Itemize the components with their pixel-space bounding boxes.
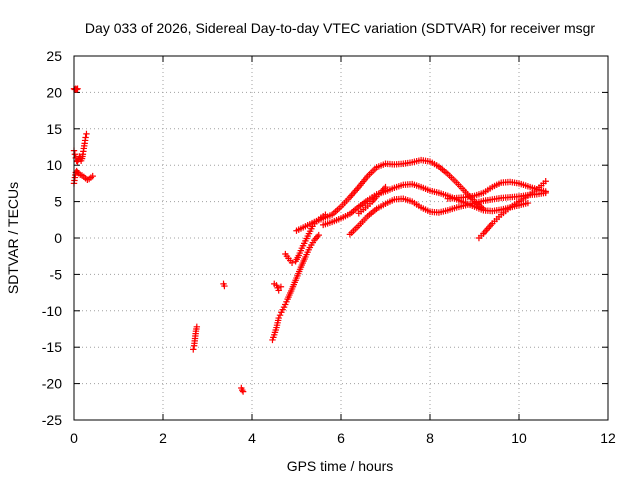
data-point	[239, 386, 246, 394]
grid	[74, 56, 608, 420]
data-point	[542, 178, 549, 185]
data-point	[542, 188, 549, 195]
y-tick-label: 10	[46, 157, 62, 173]
axes: 0 2 4 6 8 10 12 -25 -20 -15 -10 -5 0 5 10 15 20 25	[42, 48, 616, 446]
y-tick-label: 20	[46, 84, 62, 100]
data-point	[277, 283, 285, 290]
data-point	[190, 346, 197, 353]
x-tick-label: 10	[511, 430, 527, 446]
y-tick-label: 25	[46, 48, 62, 64]
x-tick-label: 12	[600, 430, 616, 446]
data-point	[315, 231, 322, 239]
y-tick-label: -15	[42, 339, 62, 355]
x-tick-label: 4	[248, 430, 256, 446]
data-point	[74, 85, 81, 92]
data-point	[524, 199, 532, 207]
y-axis-label: SDTVAR / TECUs	[5, 182, 21, 294]
data-point	[221, 282, 228, 290]
y-tick-label: -10	[42, 303, 62, 319]
y-tick-label: -25	[42, 412, 62, 428]
data-point	[239, 388, 247, 395]
data-point	[193, 323, 201, 331]
plot-frame	[73, 55, 609, 421]
data-point	[89, 172, 96, 180]
data-point	[288, 259, 296, 266]
data-point-interp	[276, 311, 284, 319]
y-tick-label: 0	[54, 230, 62, 246]
data-point	[73, 86, 80, 93]
y-tick-label: 15	[46, 121, 62, 137]
y-tick-label: 5	[54, 194, 62, 210]
data-point	[275, 314, 282, 322]
x-axis-label: GPS time / hours	[287, 458, 394, 474]
data-markers	[70, 85, 549, 395]
x-tick-label: 6	[337, 430, 345, 446]
data-point	[71, 151, 79, 158]
x-tick-label: 2	[159, 430, 167, 446]
x-tick-label: 0	[70, 430, 78, 446]
y-tick-label: -5	[50, 266, 63, 282]
data-point	[83, 130, 90, 138]
x-tick-label: 8	[426, 430, 434, 446]
data-point	[382, 183, 389, 191]
data-point	[82, 134, 89, 141]
y-tick-label: -20	[42, 376, 62, 392]
chart-title: Day 033 of 2026, Sidereal Day-to-day VTE…	[85, 20, 595, 36]
data-point	[275, 287, 282, 294]
